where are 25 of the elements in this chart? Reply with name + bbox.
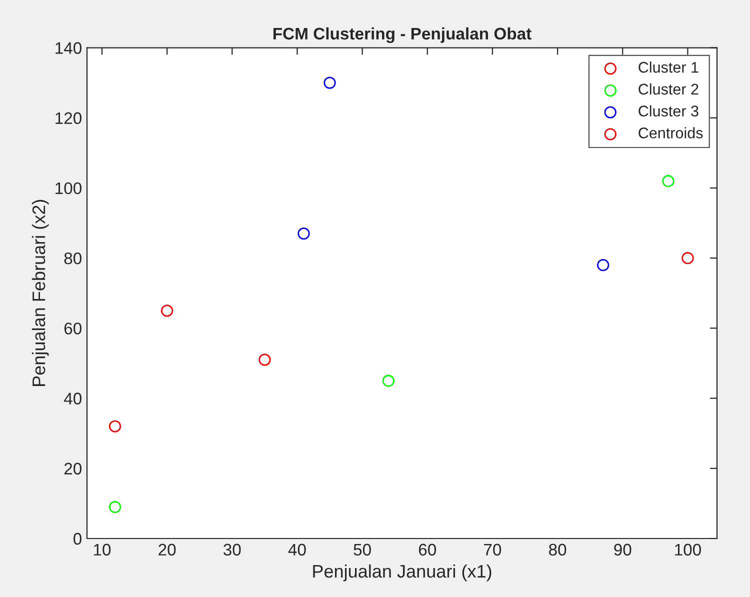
- x-tick-label: 70: [484, 544, 502, 556]
- x-axis-title: Penjualan Januari (x1): [313, 564, 492, 582]
- y-tick-label: 0: [74, 532, 82, 545]
- x-tick-label: 40: [288, 544, 306, 556]
- legend-label: Cluster 1: [638, 62, 698, 73]
- legend-label: Cluster 2: [638, 83, 698, 95]
- x-tick-label: 10: [94, 544, 111, 556]
- legend-label: Centroids: [638, 127, 703, 138]
- x-tick-label: 50: [354, 544, 371, 556]
- chart-title: FCM Clustering - Penjualan Obat: [273, 27, 532, 43]
- y-tick-label: 20: [64, 462, 82, 475]
- y-tick-label: 80: [64, 252, 82, 264]
- x-tick-label: 80: [549, 544, 566, 556]
- y-tick-label: 140: [56, 42, 82, 54]
- x-tick-label: 30: [224, 544, 241, 556]
- x-tick-label: 100: [675, 544, 701, 556]
- y-tick-label: 100: [56, 182, 82, 194]
- y-tick-label: 120: [56, 112, 82, 124]
- y-tick-label: 40: [64, 392, 82, 404]
- y-tick-label: 60: [64, 322, 82, 334]
- y-axis-title: Penjualan Februari (x2): [32, 200, 49, 386]
- x-tick-label: 60: [418, 544, 436, 556]
- x-tick-label: 20: [158, 544, 176, 556]
- legend-label: Cluster 3: [638, 105, 698, 116]
- x-tick-label: 90: [614, 544, 632, 556]
